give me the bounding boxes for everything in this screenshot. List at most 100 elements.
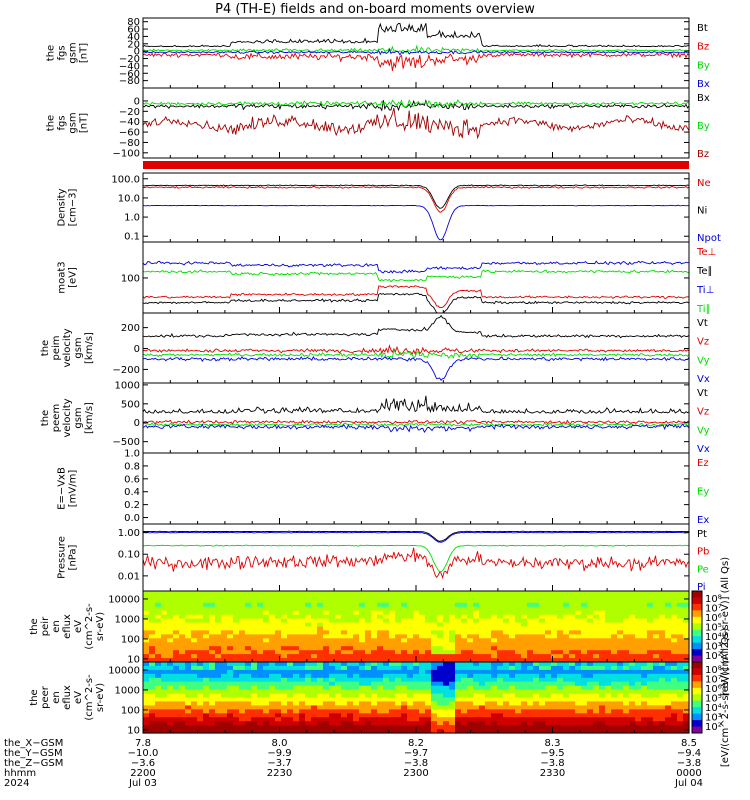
series-7-0 xyxy=(142,530,690,542)
ytick-label: 0.2 xyxy=(124,500,140,511)
xaxis-value: −9.5 xyxy=(540,748,564,759)
legend-entry: Ti⊥ xyxy=(696,285,714,296)
ytick-label: 0.0 xyxy=(124,513,140,524)
ytick-label: −60 xyxy=(119,69,140,80)
colorbar-tick: 10⁵ xyxy=(705,694,722,705)
axis-label: the xyxy=(29,618,40,634)
spectrogram-8 xyxy=(143,591,690,663)
series-3-1 xyxy=(142,292,690,314)
legend-entry: Vt xyxy=(697,388,708,399)
ytick-label: 0.1 xyxy=(124,232,140,243)
axis-label: (cm^2-s- xyxy=(84,674,95,721)
colorbar-label: [eV/(cm^2-s-sr-eV)] (All Qs) xyxy=(720,628,731,767)
xaxis-row-label: hhmm xyxy=(4,768,36,779)
ytick-label: 500 xyxy=(121,399,140,410)
series-5-3 xyxy=(142,423,690,433)
legend-entry: Vx xyxy=(697,444,710,455)
legend-entry: By xyxy=(697,60,710,71)
axis-label: Density xyxy=(57,188,68,226)
ytick-label: −80 xyxy=(119,138,140,149)
legend-entry: Bz xyxy=(697,149,709,160)
axis-label: en xyxy=(51,620,62,633)
colorbar-tick: 10⁴ xyxy=(705,632,722,643)
axis-label: eflux xyxy=(62,614,73,639)
xaxis-value: 2200 xyxy=(130,768,155,779)
axis-label: [km/s] xyxy=(84,332,95,364)
ytick-label: −500 xyxy=(113,437,140,448)
ytick-label: −40 xyxy=(119,61,140,72)
spectrogram-9 xyxy=(143,662,690,734)
colorbar-0 xyxy=(691,590,703,663)
colorbar-label: [eV/(cm^2-s-sr-eV)] (All Qs) xyxy=(720,557,731,696)
legend-entry: Vz xyxy=(697,407,709,418)
ytick-label: 0 xyxy=(134,96,140,107)
series-5-2 xyxy=(142,422,690,428)
axis-label: (cm^2-s- xyxy=(84,603,95,650)
series-4-0 xyxy=(142,314,690,339)
divider-bar xyxy=(143,161,689,169)
xaxis-row-label: the_Y−GSM xyxy=(4,748,63,759)
legend-entry: Pe xyxy=(697,564,709,575)
legend-entry: Ne xyxy=(697,178,711,189)
ytick-label: −20 xyxy=(119,54,140,65)
colorbar-tick: 10⁵ xyxy=(705,623,722,634)
ytick-label: 60 xyxy=(127,25,140,36)
series-5-0 xyxy=(142,395,690,414)
panel-frame-6 xyxy=(142,452,690,525)
axis-label: fgs xyxy=(57,115,68,130)
axis-label: [nT] xyxy=(79,43,90,63)
axis-label: eflux xyxy=(62,685,73,710)
ytick-label: 0 xyxy=(134,47,140,58)
colorbar-tick: 10² xyxy=(705,722,722,733)
colorbar-tick: 10⁷ xyxy=(705,604,722,615)
legend-entry: Vx xyxy=(697,374,710,385)
ytick-label: −80 xyxy=(119,76,140,87)
axis-label: velocity xyxy=(62,328,73,367)
legend-entry: Pb xyxy=(697,547,709,558)
axis-label: the xyxy=(29,689,40,705)
ytick-label: 100.0 xyxy=(111,174,140,185)
ytick-label: 0.6 xyxy=(124,474,140,485)
ytick-label: 100 xyxy=(121,273,140,284)
ytick-label: 200 xyxy=(121,323,140,334)
axis-label: gsm xyxy=(68,112,79,133)
axis-label: en xyxy=(51,691,62,704)
legend-entry: Ni xyxy=(697,206,707,217)
xaxis-value: Jul 04 xyxy=(674,778,703,789)
ytick-label: 10000 xyxy=(108,665,140,676)
series-5-1 xyxy=(142,419,690,425)
axis-label: gsm xyxy=(73,407,84,428)
ytick-label: −40 xyxy=(119,117,140,128)
series-1-1 xyxy=(142,99,690,109)
ytick-label: 10000 xyxy=(108,594,140,605)
axis-label: eV xyxy=(73,620,84,633)
legend-entry: Bt xyxy=(697,23,708,34)
colorbar-1 xyxy=(691,661,703,734)
legend-entry: By xyxy=(697,121,710,132)
legend-entry: Bx xyxy=(697,79,710,90)
panel-frame-5 xyxy=(142,382,690,454)
legend-entry: Vt xyxy=(697,318,708,329)
axis-label: fgs xyxy=(57,45,68,60)
legend-entry: Bx xyxy=(697,93,710,104)
series-4-1 xyxy=(142,344,690,356)
series-3-2 xyxy=(142,260,690,274)
series-1-0 xyxy=(142,99,690,112)
xaxis-row-label: the_X−GSM xyxy=(4,738,63,749)
ytick-label: 1000 xyxy=(115,614,140,625)
chart-title: P4 (TH-E) fields and on-board moments ov… xyxy=(215,2,535,17)
series-4-2 xyxy=(142,348,690,359)
xaxis-value: −3.8 xyxy=(540,758,564,769)
colorbar-tick: 10⁸ xyxy=(705,594,722,605)
colorbar-tick: 10³ xyxy=(705,713,722,724)
ytick-label: 0.01 xyxy=(118,571,140,582)
ytick-label: 10 xyxy=(127,725,140,736)
series-0-1 xyxy=(142,51,690,71)
axis-label: velocity xyxy=(62,398,73,437)
colorbar-tick: 10³ xyxy=(705,642,722,653)
axis-label: sr-eV) xyxy=(95,683,106,712)
ytick-label: 0 xyxy=(134,344,140,355)
legend-entry: Ti∥ xyxy=(696,304,711,315)
axis-label: E=−VxB xyxy=(57,467,68,510)
